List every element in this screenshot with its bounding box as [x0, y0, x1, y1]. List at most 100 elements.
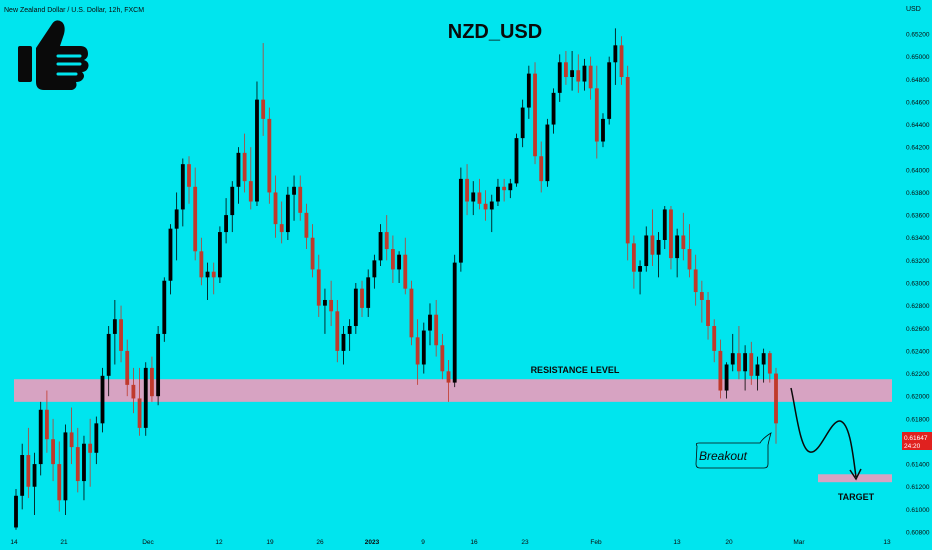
price-tick-label: 0.64000: [906, 167, 930, 174]
candle-body: [403, 254, 408, 289]
candle-body: [112, 319, 117, 334]
candle-body: [236, 152, 241, 187]
candle-body: [681, 235, 686, 250]
time-tick-label: 26: [316, 539, 324, 546]
last-price-value: 0.61647: [904, 435, 928, 442]
candle-body: [224, 215, 228, 233]
candle-body: [415, 337, 420, 365]
candle-body: [230, 186, 235, 216]
time-tick-label: 14: [10, 539, 18, 546]
candle-body: [638, 266, 642, 272]
candle-body: [273, 192, 278, 225]
candle-body: [261, 99, 266, 119]
candle-body: [106, 333, 111, 376]
price-tick-label: 0.64400: [906, 122, 930, 129]
candle-body: [63, 432, 68, 501]
candle-body: [119, 319, 123, 351]
candle-body: [675, 235, 680, 259]
candle-body: [761, 353, 766, 365]
candle-body: [669, 209, 673, 259]
candle-body: [737, 353, 741, 372]
candle-body: [211, 271, 216, 278]
candle-body: [539, 156, 544, 182]
candle-body: [316, 269, 321, 306]
candle-body: [174, 209, 179, 229]
candle-body: [168, 228, 173, 281]
breakout-label: Breakout: [699, 449, 748, 463]
candle-body: [304, 212, 309, 238]
price-axis: 0.65200 0.65000 0.64800 0.64600 0.64400 0.642…: [906, 32, 930, 537]
price-tick-label: 0.64600: [906, 99, 930, 106]
candle-body: [607, 62, 612, 119]
candle-body: [323, 299, 327, 306]
symbol-description: New Zealand Dollar / U.S. Dollar, 12h, F…: [4, 7, 144, 14]
candle-body: [409, 288, 414, 338]
time-tick-label: 12: [215, 539, 223, 546]
chart-title: NZD_USD: [448, 21, 542, 43]
price-tick-label: 0.62200: [906, 371, 930, 378]
candle-body: [477, 192, 482, 204]
candle-body: [724, 364, 729, 391]
candle-body: [180, 164, 185, 210]
candle-body: [601, 118, 605, 142]
price-tick-label: 0.61400: [906, 462, 930, 469]
price-tick-label: 0.60800: [906, 530, 930, 537]
candle-body: [217, 232, 222, 278]
candle-body: [255, 99, 259, 202]
candle-body: [644, 235, 649, 267]
time-axis: 14 21 Dec 12 19 26 2023 9 16 23 Feb 13 20 Mar 13: [10, 539, 891, 546]
candles-layer: [14, 28, 778, 530]
candle-body: [465, 178, 469, 202]
candle-body: [557, 62, 562, 93]
candle-body: [32, 464, 37, 487]
candle-body: [774, 373, 778, 424]
time-tick-label: 13: [673, 539, 681, 546]
candle-body: [706, 299, 710, 327]
candle-body: [14, 495, 18, 528]
price-tick-label: 0.62400: [906, 348, 930, 355]
candle-body: [576, 70, 581, 82]
candle-body: [366, 277, 371, 308]
candle-body: [20, 455, 25, 496]
price-tick-label: 0.61000: [906, 507, 930, 514]
candle-body: [242, 152, 247, 182]
candle-body: [26, 455, 31, 487]
candle-body: [570, 70, 575, 78]
candle-body: [502, 186, 507, 191]
time-tick-label: 20: [725, 539, 733, 546]
price-tick-label: 0.62000: [906, 394, 930, 401]
candle-body: [57, 464, 62, 501]
candle-body: [446, 371, 451, 383]
price-tick-label: 0.64200: [906, 145, 930, 152]
candle-body: [471, 192, 476, 202]
candle-body: [125, 350, 130, 385]
candle-body: [94, 423, 99, 453]
candle-body: [526, 73, 531, 108]
candle-body: [82, 443, 86, 482]
candle-body: [551, 92, 556, 125]
candle-body: [44, 409, 49, 440]
candle-body: [662, 209, 667, 240]
candle-body: [625, 77, 630, 244]
candle-body: [712, 326, 717, 351]
candle-body: [594, 88, 599, 142]
candle-body: [162, 280, 167, 334]
resistance-level-label: RESISTANCE LEVEL: [531, 365, 620, 375]
candle-body: [329, 299, 334, 312]
price-tick-label: 0.62800: [906, 303, 930, 310]
time-tick-label: 2023: [365, 539, 380, 546]
time-tick-label: Mar: [793, 539, 805, 546]
candle-body: [656, 239, 661, 255]
price-tick-label: 0.62600: [906, 326, 930, 333]
price-tick-label: 0.65000: [906, 54, 930, 61]
price-tick-label: 0.63200: [906, 258, 930, 265]
candle-body: [687, 249, 692, 270]
time-tick-label: 9: [421, 539, 425, 546]
time-tick-label: Dec: [142, 539, 154, 546]
candle-body: [545, 124, 550, 182]
candle-body: [428, 314, 432, 331]
target-label: TARGET: [838, 492, 875, 502]
candle-body: [631, 243, 636, 272]
candle-body: [372, 260, 377, 278]
